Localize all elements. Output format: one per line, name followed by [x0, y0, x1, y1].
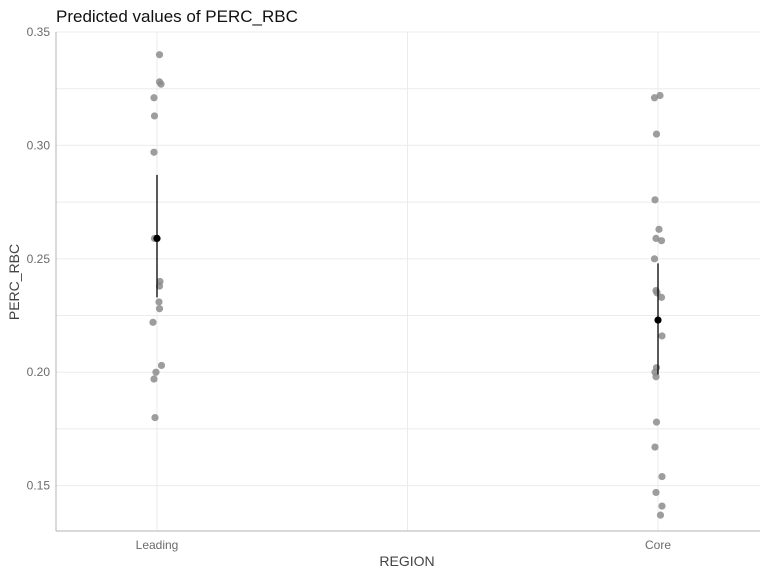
raw-data-point: [652, 234, 660, 243]
raw-data-point: [651, 443, 659, 451]
raw-data-point: [655, 225, 663, 233]
raw-data-point: [651, 196, 659, 204]
raw-data-point: [652, 418, 661, 426]
raw-data-point: [150, 375, 158, 383]
x-axis-title: REGION: [379, 553, 434, 569]
raw-data-point: [656, 91, 664, 100]
raw-data-point: [150, 94, 158, 102]
y-axis-title: PERC_RBC: [6, 244, 22, 320]
x-tick-label: Core: [645, 538, 671, 552]
raw-data-point: [155, 282, 164, 290]
prediction-point: [153, 234, 161, 243]
raw-points-layer: [149, 51, 666, 519]
raw-data-point: [656, 511, 665, 519]
raw-data-point: [652, 373, 660, 381]
prediction-point: [654, 316, 662, 324]
y-tick-label: 0.20: [27, 365, 51, 379]
y-tick-label: 0.15: [27, 479, 51, 493]
raw-data-point: [652, 130, 661, 138]
y-tick-labels: 0.15 0.20 0.25 0.30 0.35: [27, 25, 51, 493]
predictions-layer: [153, 174, 662, 375]
raw-data-point: [152, 368, 160, 376]
raw-data-point: [652, 488, 660, 497]
raw-data-point: [650, 255, 659, 263]
y-tick-label: 0.25: [27, 252, 51, 266]
y-tick-label: 0.35: [27, 25, 51, 39]
raw-data-point: [157, 80, 165, 88]
raw-data-point: [150, 112, 159, 120]
raw-data-point: [151, 413, 159, 422]
x-tick-label: Leading: [136, 538, 179, 552]
raw-data-point: [155, 298, 163, 306]
raw-data-point: [155, 305, 164, 313]
grid-layer: [56, 31, 760, 531]
raw-data-point: [657, 293, 666, 301]
raw-data-point: [650, 94, 659, 102]
raw-data-point: [653, 289, 661, 297]
raw-data-point: [657, 237, 666, 245]
raw-data-point: [150, 148, 158, 156]
chart-title: Predicted values of PERC_RBC: [56, 7, 298, 26]
raw-data-point: [157, 361, 166, 370]
raw-data-point: [658, 332, 666, 340]
raw-data-point: [658, 472, 666, 481]
raw-data-point: [658, 502, 666, 510]
raw-data-point: [149, 318, 157, 326]
raw-data-point: [155, 51, 164, 59]
x-tick-labels: Leading Core: [136, 538, 672, 552]
y-tick-label: 0.30: [27, 138, 51, 152]
